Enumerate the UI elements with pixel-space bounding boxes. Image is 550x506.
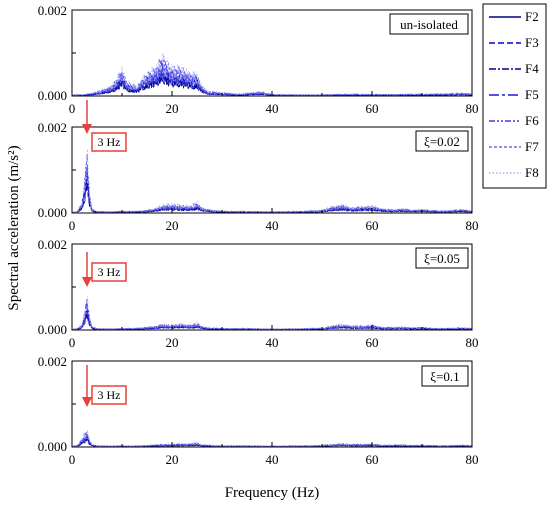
series-line-f7 xyxy=(72,167,472,213)
series-layer xyxy=(72,149,472,213)
series-line-f5 xyxy=(72,154,472,213)
annotation-arrow xyxy=(82,100,92,134)
x-tick-label: 80 xyxy=(466,335,479,350)
x-tick-label: 80 xyxy=(466,452,479,467)
panel-xi-0.1: 0.002 0.000 0 20 40 60 80 ξ=0.1 3 Hz xyxy=(38,354,479,467)
annotation-arrow xyxy=(82,252,92,287)
legend-box xyxy=(482,3,547,189)
tick-marks xyxy=(71,360,473,448)
legend-label-f2: F2 xyxy=(525,9,539,24)
x-tick-label: 0 xyxy=(69,452,76,467)
x-tick-label: 60 xyxy=(366,335,379,350)
x-tick-label: 80 xyxy=(466,218,479,233)
x-tick-label: 0 xyxy=(69,335,76,350)
panel-label-box xyxy=(415,130,469,152)
x-tick-label: 60 xyxy=(366,218,379,233)
panel-label-box xyxy=(415,247,469,269)
x-tick-label: 60 xyxy=(366,452,379,467)
panel-xi-0.02: 0.002 0.000 0 20 40 60 80 ξ=0.02 3 Hz xyxy=(38,100,479,233)
x-tick-label: 60 xyxy=(366,101,379,116)
plot-frame xyxy=(71,243,473,331)
series-line-f3 xyxy=(72,174,472,213)
annotation-label: 3 Hz xyxy=(98,265,121,279)
series-line-f2 xyxy=(72,178,472,213)
series-line-f6 xyxy=(72,164,472,213)
tick-marks xyxy=(71,9,473,97)
panel-label-box xyxy=(389,13,469,35)
y-tick-label-bottom: 0.000 xyxy=(38,322,67,337)
x-tick-label: 40 xyxy=(266,218,279,233)
legend-label-f6: F6 xyxy=(525,113,539,128)
y-tick-label-top: 0.002 xyxy=(38,354,67,369)
y-tick-label-top: 0.002 xyxy=(38,3,67,18)
legend-label-f3: F3 xyxy=(525,35,539,50)
x-tick-label: 0 xyxy=(69,101,76,116)
annotation-arrow xyxy=(82,365,92,407)
tick-marks xyxy=(71,243,473,331)
y-tick-label-bottom: 0.000 xyxy=(38,88,67,103)
x-axis-label: Frequency (Hz) xyxy=(225,485,320,501)
y-tick-label-top: 0.002 xyxy=(38,237,67,252)
x-tick-label: 20 xyxy=(166,218,179,233)
x-tick-label: 20 xyxy=(166,335,179,350)
y-tick-label-top: 0.002 xyxy=(38,120,67,135)
series-layer xyxy=(72,295,472,330)
plot-frame xyxy=(71,126,473,214)
y-tick-label-bottom: 0.000 xyxy=(38,439,67,454)
series-line-f7 xyxy=(72,306,472,330)
legend-label-f4: F4 xyxy=(525,61,539,76)
legend-label-f7: F7 xyxy=(525,139,539,154)
legend: F2 F3 F4 F5 F6 F7 F8 xyxy=(482,3,547,189)
x-tick-label: 0 xyxy=(69,218,76,233)
annotation-box xyxy=(91,262,127,282)
x-tick-label: 20 xyxy=(166,101,179,116)
legend-items: F2 F3 F4 F5 F6 F7 F8 xyxy=(489,9,539,180)
panel-label-box xyxy=(421,365,469,387)
panel-label: ξ=0.1 xyxy=(430,369,459,384)
plot-frame xyxy=(71,360,473,448)
series-line-f4 xyxy=(72,64,472,96)
tick-marks xyxy=(71,126,473,214)
x-tick-label: 40 xyxy=(266,335,279,350)
legend-label-f8: F8 xyxy=(525,165,539,180)
x-tick-label: 20 xyxy=(166,452,179,467)
panel-un-isolated: 0.002 0.000 0 20 40 60 80 un-isolated xyxy=(38,3,479,116)
series-layer xyxy=(72,52,472,96)
x-tick-label: 80 xyxy=(466,101,479,116)
y-tick-label-bottom: 0.000 xyxy=(38,205,67,220)
series-line-f7 xyxy=(72,55,472,96)
x-tick-label: 40 xyxy=(266,452,279,467)
x-tick-label: 40 xyxy=(266,101,279,116)
panel-label: ξ=0.02 xyxy=(424,134,460,149)
panel-label: ξ=0.05 xyxy=(424,251,460,266)
series-line-f8 xyxy=(72,295,472,330)
annotation-box xyxy=(91,132,127,152)
y-axis-label: Spectral acceleration (m/s²) xyxy=(6,145,22,310)
panel-label: un-isolated xyxy=(400,17,458,32)
annotation-box xyxy=(91,385,127,405)
annotation-label: 3 Hz xyxy=(98,135,121,149)
legend-label-f5: F5 xyxy=(525,87,539,102)
series-line-f4 xyxy=(72,176,472,213)
series-line-f7 xyxy=(72,432,472,447)
panel-xi-0.05: 0.002 0.000 0 20 40 60 80 ξ=0.05 3 Hz xyxy=(38,237,479,350)
series-line-f8 xyxy=(72,149,472,213)
annotation-label: 3 Hz xyxy=(98,388,121,402)
